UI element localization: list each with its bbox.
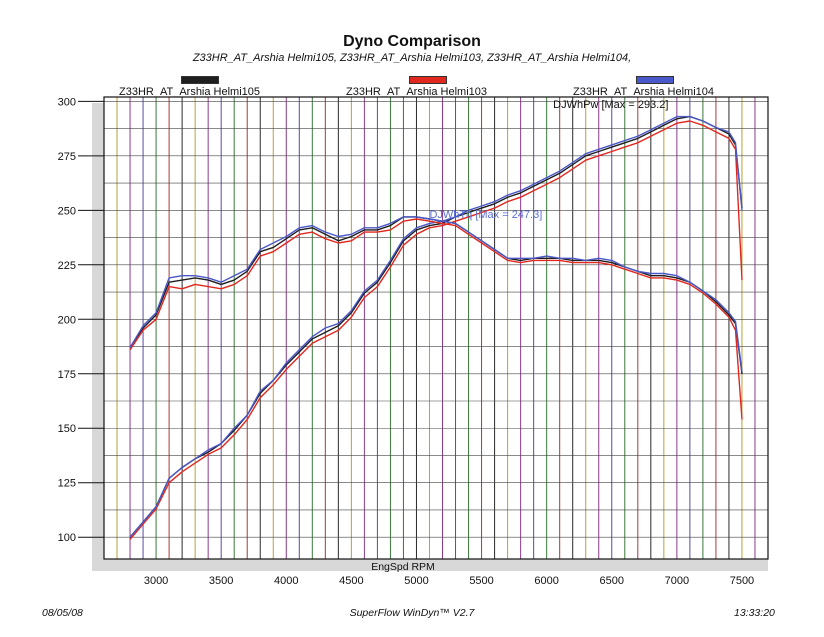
y-tick-label: 150 <box>58 423 76 435</box>
y-tick-label: 100 <box>58 532 76 544</box>
footer-time: 13:33:20 <box>734 607 775 619</box>
legend-swatch-helmi104 <box>636 76 674 84</box>
legend-swatch-helmi105 <box>181 76 219 84</box>
x-tick-label: 5500 <box>469 575 493 587</box>
x-tick-label: 3000 <box>144 575 168 587</box>
y-tick-label: 175 <box>58 369 76 381</box>
x-tick-label: 7500 <box>730 575 754 587</box>
series-line-power-2 <box>129 115 743 538</box>
y-tick-label: 225 <box>58 260 76 272</box>
legend-label-helmi105: Z33HR_AT_Arshia Helmi105 <box>119 86 261 98</box>
y-tick-label: 125 <box>58 478 76 490</box>
plot-frame <box>103 96 769 560</box>
y-tick-label: 250 <box>58 205 76 217</box>
x-tick-label: 4000 <box>274 575 298 587</box>
x-tick-label: 6000 <box>534 575 558 587</box>
series-line-power-0 <box>129 115 743 538</box>
frame-shadow-left <box>92 103 104 571</box>
series-line-torque-5 <box>129 216 743 372</box>
legend-label-helmi103: Z33HR_AT_Arshia Helmi103 <box>346 86 488 98</box>
series-line-power-1 <box>129 120 743 540</box>
footer-date: 08/05/08 <box>42 607 83 619</box>
chart-annotation-0: DJWhPw [Max = 293.2] <box>553 99 668 111</box>
x-tick-label: 4500 <box>339 575 363 587</box>
series-line-torque-3 <box>129 216 743 374</box>
x-tick-label: 6500 <box>600 575 624 587</box>
frame-shadow-bottom <box>92 559 768 571</box>
x-axis-label: EngSpd RPM <box>371 561 435 573</box>
series-line-torque-4 <box>129 218 743 420</box>
y-tick-label: 275 <box>58 151 76 163</box>
legend-label-helmi104: Z33HR_AT_Arshia Helmi104 <box>573 86 715 98</box>
footer-software: SuperFlow WinDyn™ V2.7 <box>349 607 475 619</box>
chart-annotation-1: DJWhTq [Max = 247.3] <box>429 209 542 221</box>
y-tick-label: 300 <box>58 96 76 108</box>
legend-swatch-helmi103 <box>409 76 447 84</box>
y-tick-label: 200 <box>58 314 76 326</box>
x-tick-label: 5000 <box>404 575 428 587</box>
chart-subtitle: Z33HR_AT_Arshia Helmi105, Z33HR_AT_Arshi… <box>192 52 632 64</box>
x-tick-label: 3500 <box>209 575 233 587</box>
x-tick-label: 7000 <box>665 575 689 587</box>
chart-title: Dyno Comparison <box>343 33 481 50</box>
